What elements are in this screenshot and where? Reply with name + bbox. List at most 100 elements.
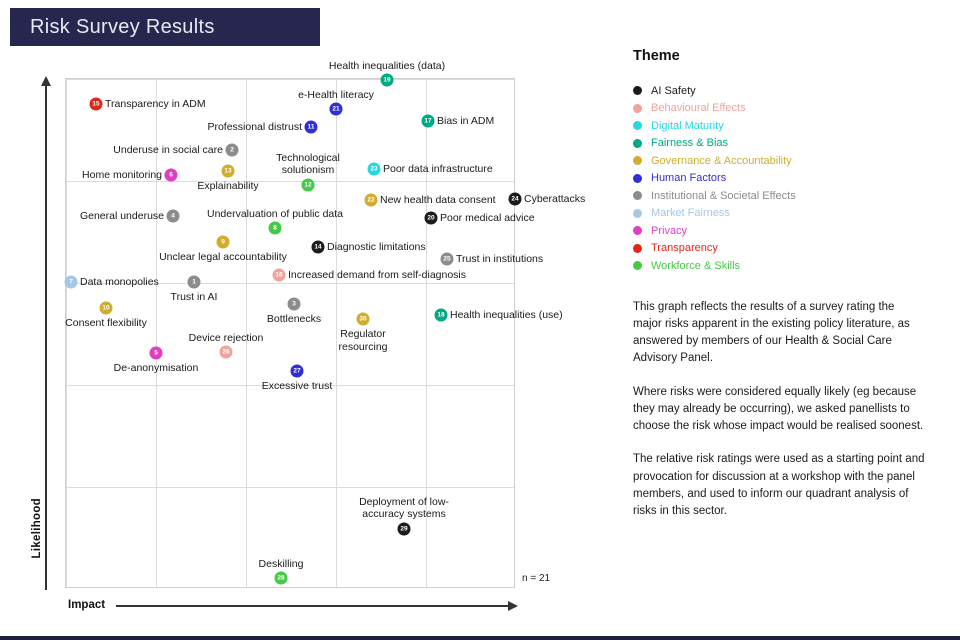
legend-label: Human Factors: [651, 172, 727, 185]
legend-item: Privacy: [633, 222, 925, 240]
legend-label: Workforce & Skills: [651, 259, 741, 272]
risk-dot: 2: [225, 143, 239, 157]
risk-dot: 28: [274, 571, 288, 585]
chart-plot: 1 Trust in AI 2 Underuse in social care 3 Bot…: [64, 60, 585, 588]
y-axis-arrow-icon: [40, 76, 51, 86]
risk-label: Professional distrust: [207, 121, 302, 133]
legend-swatch-icon: [633, 86, 642, 96]
risk-dot: 27: [290, 364, 304, 378]
legend-item: Transparency: [633, 240, 925, 258]
risk-dot: 8: [268, 221, 282, 235]
description-paragraph-2: Where risks were considered equally like…: [633, 385, 924, 433]
risk-label: Health inequalities (data): [328, 60, 446, 72]
legend-item: Workforce & Skills: [633, 257, 925, 275]
risk-label: De-anonymisation: [113, 362, 199, 374]
legend-item: Digital Maturity: [633, 117, 925, 135]
page-title: Risk Survey Results: [30, 15, 215, 38]
legend-item: Fairness & Bias: [633, 135, 925, 153]
side-panel: Theme AI Safety Behavioural Effects Digita…: [633, 48, 925, 536]
y-axis-label: Likelihood: [31, 498, 43, 559]
legend-label: AI Safety: [651, 84, 696, 97]
description-paragraph-3: The relative risk ratings were used as a…: [633, 453, 925, 517]
risk-label: Excessive trust: [261, 380, 333, 392]
risk-label: Poor data infrastructure: [383, 163, 493, 175]
risk-dot: 30: [356, 312, 370, 326]
legend-item: Human Factors: [633, 170, 925, 188]
risk-label: Health inequalities (use): [450, 309, 563, 321]
risk-dot: 3: [287, 297, 301, 311]
description-text: This graph reflects the results of a sur…: [633, 299, 925, 521]
risk-label: Bias in ADM: [437, 115, 495, 127]
theme-legend: AI Safety Behavioural Effects Digital Matu…: [633, 82, 925, 275]
footer-bar: [0, 636, 960, 640]
legend-heading: Theme: [633, 48, 680, 64]
risk-dot: 10: [99, 301, 113, 315]
risk-dot: 21: [329, 102, 343, 116]
x-axis-label: Impact: [68, 599, 106, 611]
risk-label: Home monitoring: [82, 169, 162, 181]
risk-dot: 20: [424, 211, 438, 225]
risk-dot: 24: [508, 192, 522, 206]
legend-swatch-icon: [633, 243, 642, 253]
legend-swatch-icon: [633, 261, 642, 271]
risk-label: e-Health literacy: [298, 89, 374, 101]
risk-dot: 25: [440, 252, 454, 266]
legend-item: AI Safety: [633, 82, 925, 100]
legend-item: Market Fairness: [633, 205, 925, 223]
legend-item: Behavioural Effects: [633, 100, 925, 118]
risk-dot: 7: [64, 275, 78, 289]
risk-label: Consent flexibility: [65, 317, 147, 329]
risk-dot: 16: [272, 268, 286, 282]
risk-dot: 29: [397, 522, 411, 536]
risk-dot: 12: [301, 178, 315, 192]
risk-label: Cyberattacks: [524, 193, 586, 205]
risk-dot: 11: [304, 120, 318, 134]
risk-label: Technological solutionism: [276, 151, 340, 177]
risk-label: General underuse: [79, 210, 164, 222]
risk-label: Deskilling: [258, 558, 304, 570]
risk-dot: 18: [434, 308, 448, 322]
risk-dot: 17: [421, 114, 435, 128]
risk-label: Regulator resourcing: [338, 328, 388, 353]
legend-swatch-icon: [633, 138, 642, 148]
sample-size-label: n = 21: [522, 573, 551, 584]
legend-item: Institutional & Societal Effects: [633, 187, 925, 205]
risk-label: Device rejection: [188, 332, 264, 344]
legend-label: Institutional & Societal Effects: [651, 189, 796, 202]
risk-label: Transparency in ADM: [105, 98, 206, 110]
risk-label: Explainability: [197, 180, 259, 192]
legend-swatch-icon: [633, 208, 642, 218]
risk-label: Undervaluation of public data: [206, 208, 344, 220]
risk-label: New health data consent: [380, 194, 496, 206]
risk-label: Trust in institutions: [456, 253, 544, 265]
risk-label: Data monopolies: [80, 276, 159, 288]
risk-label: Underuse in social care: [113, 144, 223, 156]
risk-label: Unclear legal accountability: [159, 251, 287, 263]
legend-swatch-icon: [633, 103, 642, 113]
legend-swatch-icon: [633, 173, 642, 183]
legend-label: Privacy: [651, 224, 688, 237]
risk-dot: 6: [164, 168, 178, 182]
risk-label: Trust in AI: [170, 291, 218, 303]
risk-label: Deployment of low-accuracy systems: [359, 495, 449, 521]
legend-label: Transparency: [651, 242, 718, 255]
risk-dot: 26: [219, 345, 233, 359]
risk-dot: 1: [187, 275, 201, 289]
risk-dot: 19: [380, 73, 394, 87]
page-title-banner: Risk Survey Results: [10, 8, 320, 46]
risk-dot: 22: [364, 193, 378, 207]
risk-label: Poor medical advice: [440, 212, 535, 224]
risk-dot: 14: [311, 240, 325, 254]
legend-label: Behavioural Effects: [651, 102, 746, 115]
legend-item: Governance & Accountability: [633, 152, 925, 170]
legend-swatch-icon: [633, 121, 642, 131]
legend-label: Governance & Accountability: [651, 154, 792, 167]
legend-label: Market Fairness: [651, 207, 730, 220]
risk-dot: 4: [166, 209, 180, 223]
risk-dot: 9: [216, 235, 230, 249]
legend-label: Digital Maturity: [651, 119, 724, 132]
risk-label: Bottlenecks: [266, 313, 322, 325]
legend-label: Fairness & Bias: [651, 137, 729, 150]
description-paragraph-1: This graph reflects the results of a sur…: [633, 300, 910, 365]
